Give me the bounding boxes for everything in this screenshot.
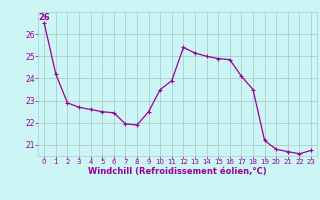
Text: 26: 26: [38, 13, 50, 22]
X-axis label: Windchill (Refroidissement éolien,°C): Windchill (Refroidissement éolien,°C): [88, 167, 267, 176]
